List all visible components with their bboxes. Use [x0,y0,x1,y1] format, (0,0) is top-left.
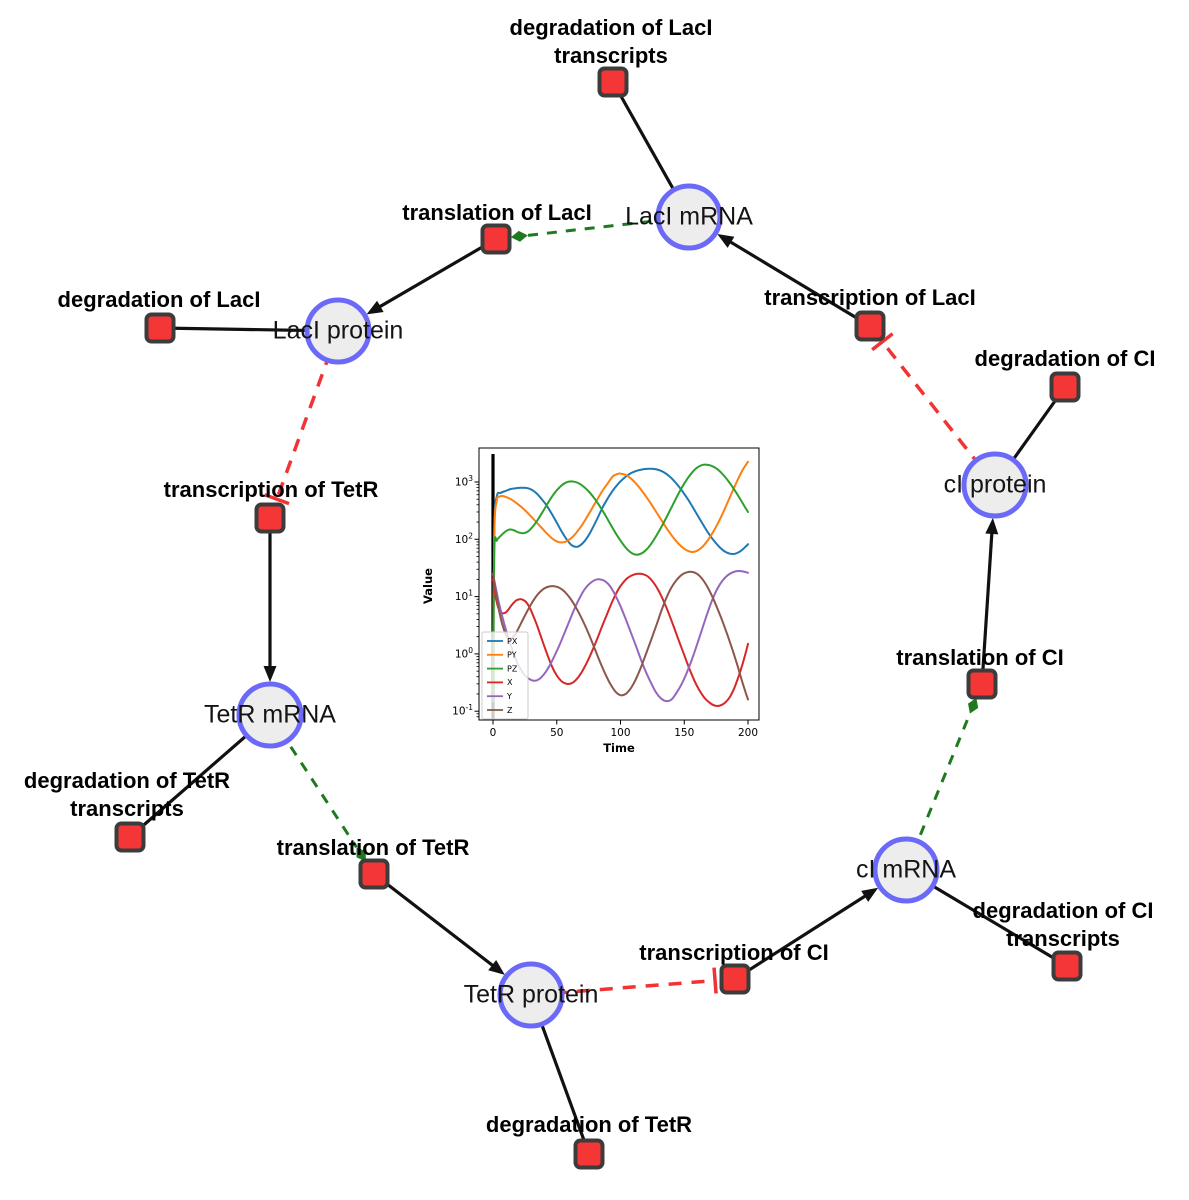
y-tick-label: 103 [455,474,473,489]
chart-series-PY [492,460,749,703]
species-node-laci-protein[interactable] [304,297,372,365]
edge-ci-mrna-translation-ci-diamond [968,697,979,714]
reaction-label-deg-tetr-tx: degradation of TetR transcripts [24,767,230,823]
x-tick-label: 0 [490,727,497,739]
reaction-node-deg-ci-tx[interactable] [1051,950,1083,982]
reaction-label-translation-ci: translation of CI [896,644,1063,672]
reaction-label-translation-tetr: translation of TetR [277,834,470,862]
reaction-node-translation-laci[interactable] [480,223,512,255]
chart-content [491,454,749,719]
edge-translation-tetr-tetr-protein [373,872,498,971]
edge-translation-laci-laci-protein-arrowhead [366,300,384,315]
reaction-node-deg-tetr[interactable] [573,1138,605,1170]
chart-series-PZ [492,463,749,703]
legend-entry-label: Z [507,706,513,715]
legend-entry-label: X [507,678,513,687]
species-node-ci-mrna[interactable] [872,836,940,904]
y-tick-label: 10-1 [452,703,473,718]
reaction-label-line: transcripts [1006,926,1120,951]
edge-translation-ci-ci-protein-arrowhead [985,517,999,535]
species-label-laci-protein: LacI protein [272,316,404,345]
x-tick-label: 100 [610,727,630,739]
reaction-node-deg-ci[interactable] [1049,371,1081,403]
reaction-node-deg-laci-tx[interactable] [597,66,629,98]
species-label-tetr-mrna: TetR mRNA [204,700,336,729]
x-tick-label: 50 [550,727,563,739]
reaction-label-line: translation of LacI [402,200,592,225]
reaction-label-line: degradation of CI [972,898,1154,923]
reaction-label-line: degradation of LacI [509,15,713,40]
reaction-node-deg-laci[interactable] [144,312,176,344]
reaction-label-line: translation of CI [896,645,1064,670]
reaction-node-deg-tetr-tx[interactable] [114,821,146,853]
reaction-label-line: degradation of TetR [23,768,231,793]
reaction-label-deg-ci: degradation of CI [975,345,1156,373]
y-tick-label: 100 [455,646,473,661]
reaction-label-deg-laci-tx: degradation of LacI transcripts [510,14,713,70]
edge-translation-ci-ci-protein [980,527,994,685]
edge-ci-protein-transcription-laci-tee [871,332,894,352]
reaction-node-translation-ci[interactable] [966,668,998,700]
x-tick-label: 200 [738,727,758,739]
plot-frame [478,447,760,721]
reaction-label-transcription-tetr: transcription of TetR [164,476,379,504]
edge-transcription-laci-laci-mrna-arrowhead [717,234,735,248]
edge-laci-mrna-translation-laci-diamond [510,230,528,242]
reaction-label-transcription-ci: transcription of CI [639,939,828,967]
edge-transcription-ci-ci-mrna [734,891,871,981]
chart-ticks: 0 50 100 150 200 103 102 101 100 10-1 [452,474,758,739]
reaction-label-line: degradation of CI [974,346,1156,371]
reaction-label-translation-laci: translation of LacI [402,199,591,227]
reaction-label-deg-laci: degradation of LacI [58,286,261,314]
species-label-ci-protein: cI protein [943,470,1047,499]
reaction-label-line: transcription of TetR [163,477,379,502]
species-label-tetr-protein: TetR protein [463,980,599,1009]
edge-translation-laci-laci-protein [374,237,497,311]
nodes-layer [114,66,1083,1170]
edge-transcription-laci-laci-mrna [725,237,871,328]
legend-entry-label: PX [507,637,518,646]
legend-box [481,631,529,720]
chart-series-X [492,572,749,707]
reaction-label-line: transcription of CI [639,940,829,965]
reaction-label-line: transcripts [70,796,184,821]
reaction-label-line: transcripts [554,43,668,68]
species-node-ci-protein[interactable] [961,451,1029,519]
reaction-node-transcription-ci[interactable] [719,963,751,995]
reaction-label-line: degradation of TetR [485,1112,693,1137]
chart-y-axis-label: Value [421,568,435,604]
chart-x-axis-label: Time [603,741,635,755]
species-label-ci-mrna: cI mRNA [856,855,956,884]
chart-series-PX [492,467,749,703]
y-tick-label: 102 [455,531,473,546]
legend-entry-label: PZ [507,664,518,673]
reaction-node-transcription-laci[interactable] [854,310,886,342]
legend-entry-label: PY [507,651,517,660]
species-label-laci-mrna: LacI mRNA [625,202,753,231]
edge-tetr-protein-transcription-ci-tee [712,967,718,994]
reaction-label-line: transcription of LacI [764,285,976,310]
reaction-label-transcription-laci: transcription of LacI [764,284,975,312]
reaction-label-deg-ci-tx: degradation of CI transcripts [973,897,1154,953]
legend-entry-label: Y [506,692,512,701]
reaction-node-translation-tetr[interactable] [358,858,390,890]
x-tick-label: 150 [674,727,694,739]
edge-transcription-ci-ci-mrna-arrowhead [861,887,879,902]
species-node-tetr-protein[interactable] [497,961,565,1029]
chart-legend: PX PY PZ XYZ [481,631,529,720]
edge-transcription-tetr-tetr-mrna-arrowhead [263,666,277,682]
reaction-node-transcription-tetr[interactable] [254,502,286,534]
edge-laci-protein-transcription-tetr-tee [264,493,290,506]
species-node-laci-mrna[interactable] [655,183,723,251]
reaction-label-deg-tetr: degradation of TetR [486,1111,692,1139]
y-tick-label: 101 [455,589,473,604]
reaction-label-line: translation of TetR [276,835,470,860]
edge-tetr-mrna-translation-tetr-diamond [356,847,366,862]
species-node-tetr-mrna[interactable] [236,681,304,749]
edge-translation-tetr-tetr-protein-arrowhead [488,959,505,975]
reaction-label-line: degradation of LacI [57,287,261,312]
